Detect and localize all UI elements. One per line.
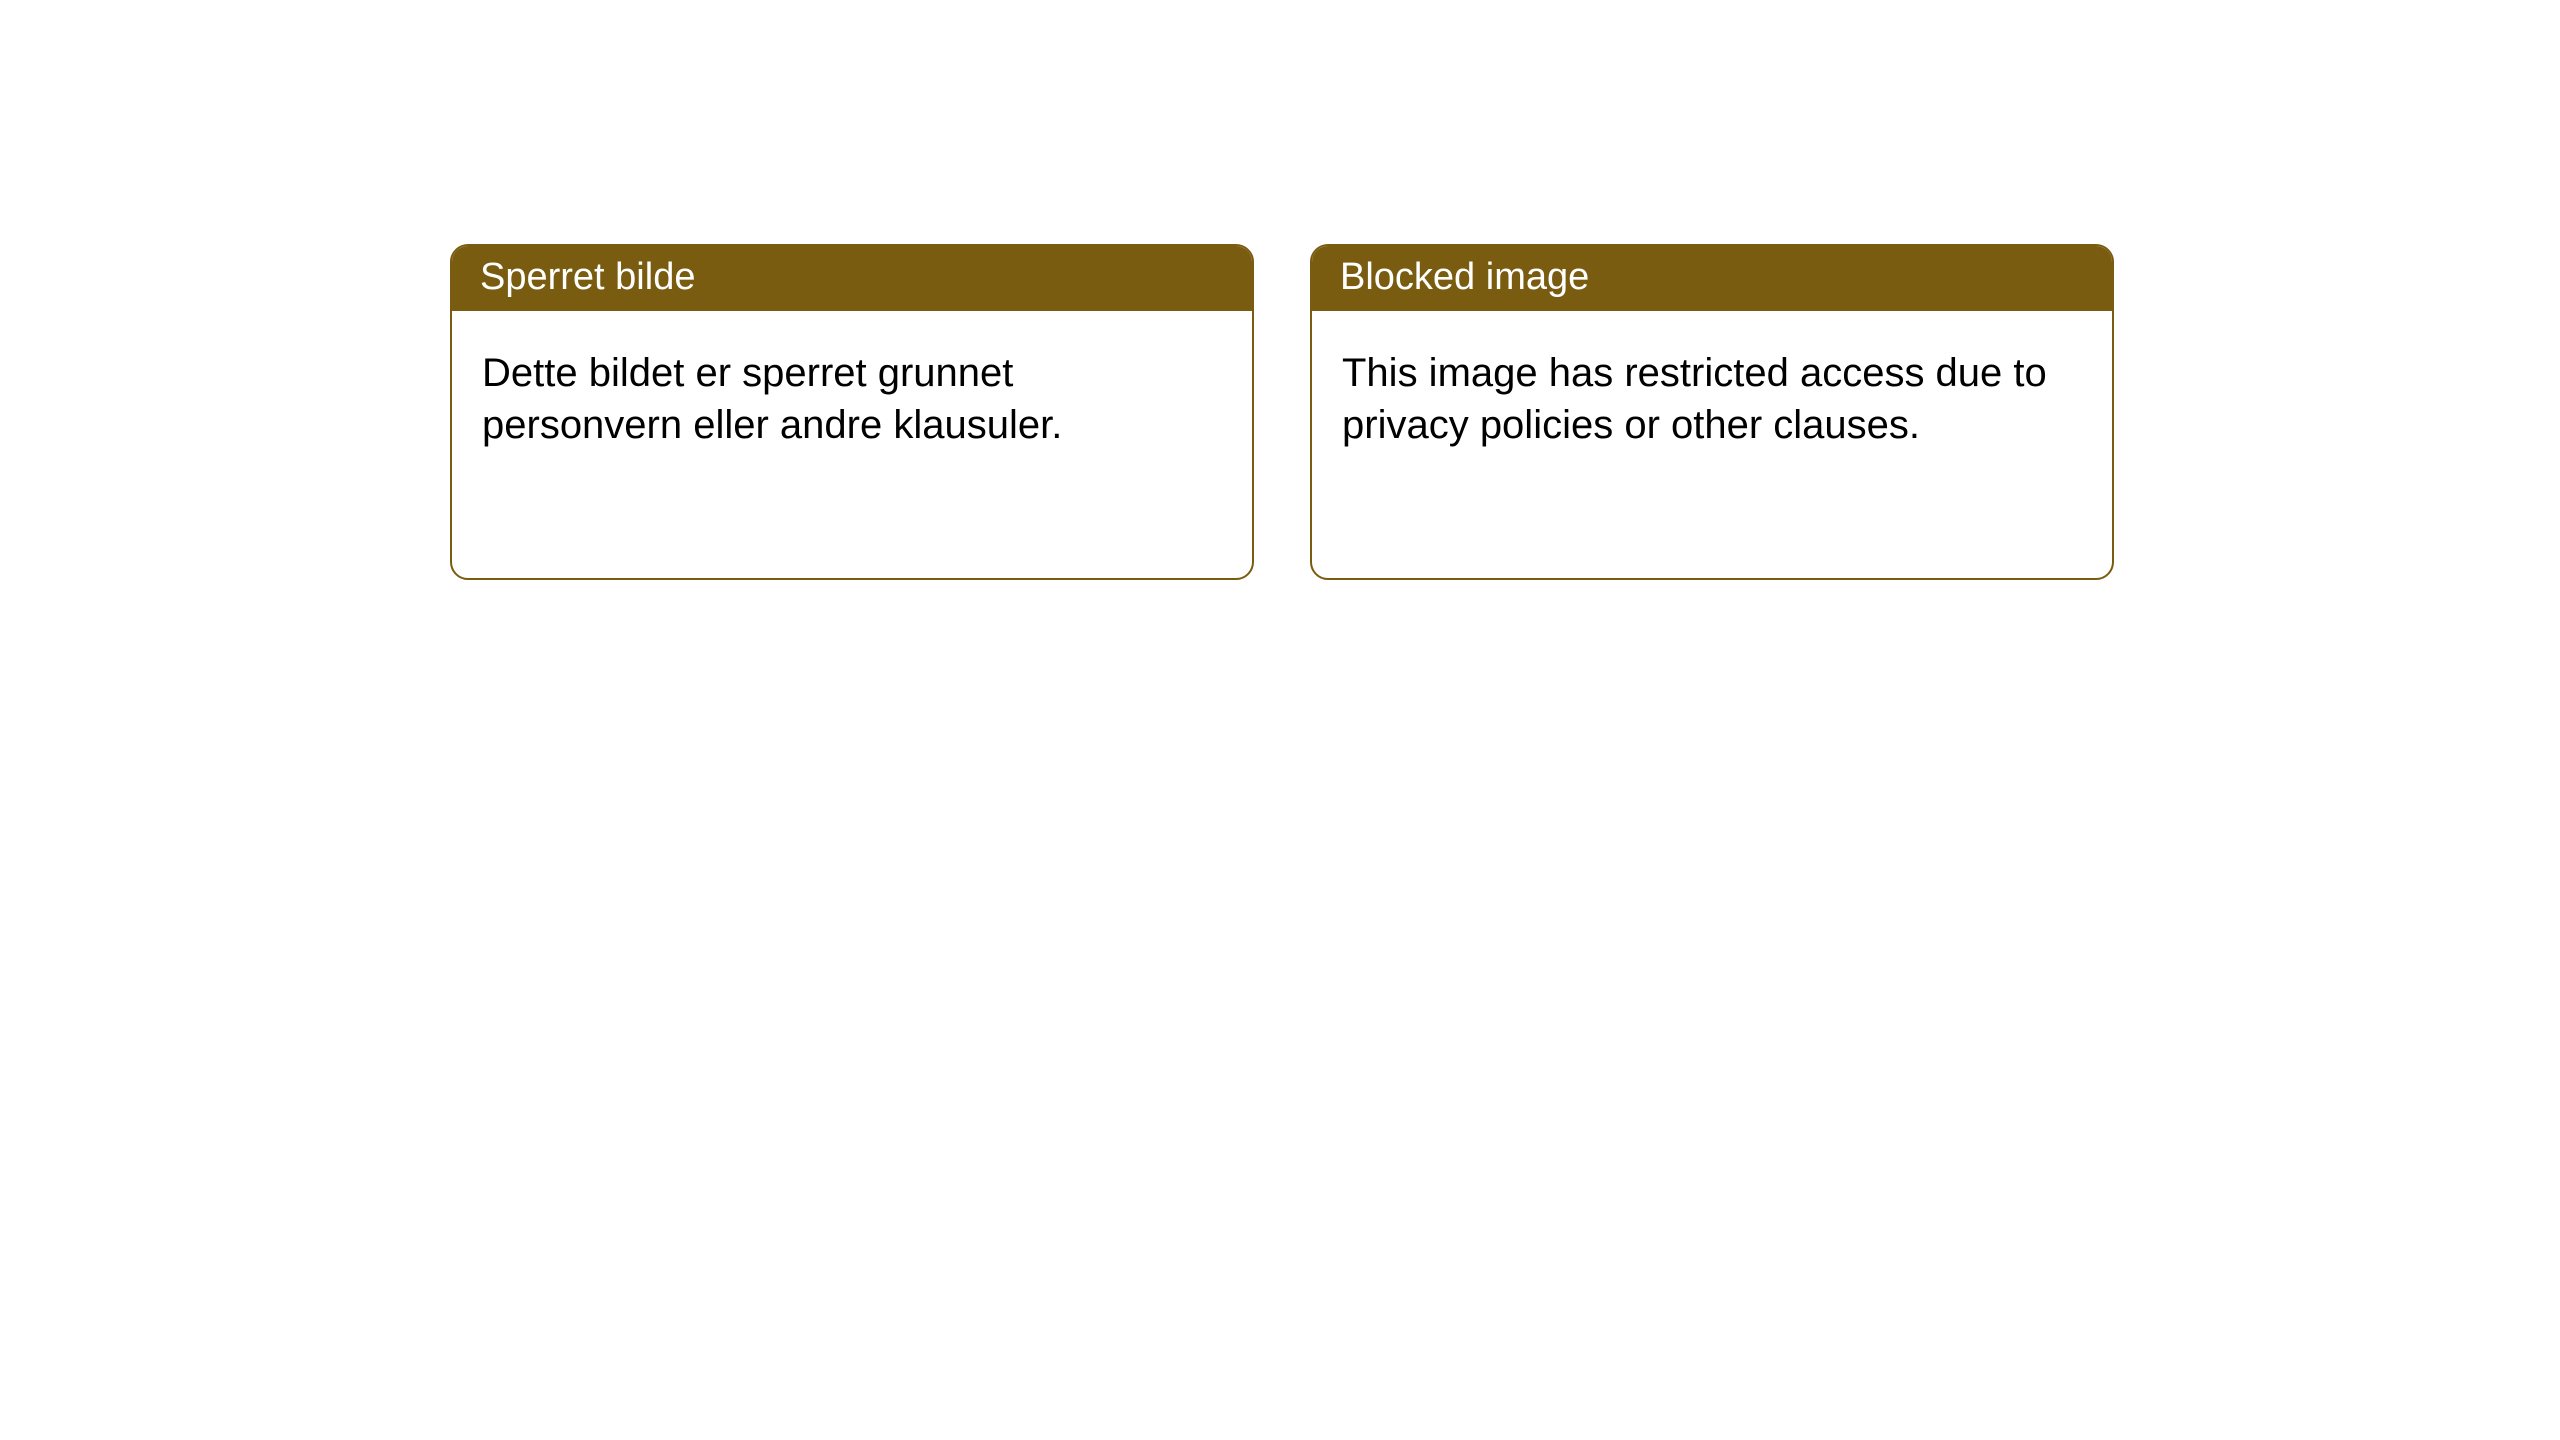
blocked-image-card-norwegian: Sperret bilde Dette bildet er sperret gr… <box>450 244 1254 580</box>
blocked-image-card-english: Blocked image This image has restricted … <box>1310 244 2114 580</box>
card-header: Sperret bilde <box>452 246 1252 311</box>
card-title: Sperret bilde <box>480 256 695 298</box>
card-body-text: This image has restricted access due to … <box>1342 351 2047 447</box>
card-body-text: Dette bildet er sperret grunnet personve… <box>482 351 1062 447</box>
card-body: Dette bildet er sperret grunnet personve… <box>452 311 1252 487</box>
notice-container: Sperret bilde Dette bildet er sperret gr… <box>0 0 2560 580</box>
card-body: This image has restricted access due to … <box>1312 311 2112 487</box>
card-title: Blocked image <box>1340 256 1589 298</box>
card-header: Blocked image <box>1312 246 2112 311</box>
